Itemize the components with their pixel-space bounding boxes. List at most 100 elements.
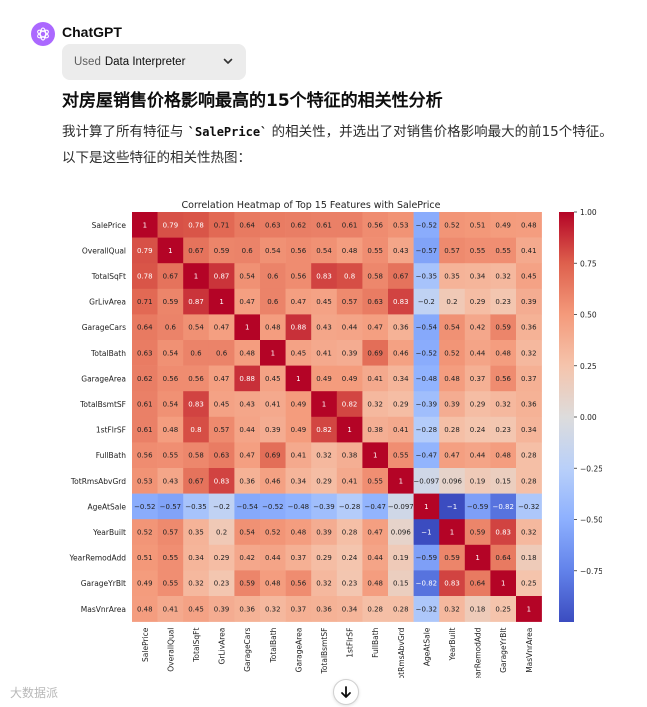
heatmap-cell [439, 570, 466, 597]
assistant-name: ChatGPT [62, 24, 122, 40]
heatmap-cell [336, 493, 363, 520]
heatmap-cell-label: 0.45 [214, 401, 230, 409]
heatmap-cell-label: 0.58 [367, 273, 383, 281]
heatmap-cell-label: 0.56 [495, 375, 511, 383]
heatmap-cell [183, 416, 210, 443]
heatmap-cell [285, 544, 312, 571]
heatmap-cell [183, 570, 210, 597]
heatmap-cell-label: 0.47 [239, 452, 255, 460]
heatmap-cell [336, 442, 363, 469]
heatmap-cell [311, 544, 338, 571]
heatmap-cell [464, 365, 491, 392]
heatmap-cell-label: 1 [271, 349, 275, 357]
heatmap-cell-label: 0.36 [521, 324, 537, 332]
heatmap-cell-label: 1 [501, 580, 505, 588]
heatmap-cell [260, 468, 286, 494]
heatmap-cell [260, 365, 286, 392]
heatmap-cell [413, 596, 440, 622]
heatmap-cell-label: 0.43 [163, 477, 179, 485]
heatmap-cell [132, 391, 158, 418]
heatmap-cell-label: 0.32 [367, 401, 383, 409]
colorbar-tick-label: −0.75 [580, 567, 602, 576]
paragraph-text-2: 的相关性，并选出了对销售价格影响最大的前15个特征。以下是这些特征的相关性热图： [62, 124, 613, 166]
heatmap-cell-label: 0.56 [291, 580, 307, 588]
heatmap-cell-label: 0.48 [265, 580, 281, 588]
heatmap-cell-label: 0.23 [214, 580, 230, 588]
heatmap-cell-label: 1 [450, 529, 454, 537]
heatmap-cell [183, 493, 210, 520]
heatmap-cell-label: 0.096 [391, 529, 412, 537]
heatmap-cell [439, 493, 466, 520]
heatmap-cell-label: 0.32 [316, 580, 332, 588]
heatmap-cell-label: 0.49 [137, 580, 153, 588]
heatmap-cell-label: 0.64 [137, 324, 153, 332]
colorbar [559, 212, 574, 622]
heatmap-cell-label: −0.57 [416, 247, 437, 255]
heatmap-cell-label: 0.63 [367, 298, 383, 306]
x-tick-label: YearBuilt [448, 628, 457, 662]
heatmap-cell [208, 570, 235, 597]
heatmap-cell-label: 0.82 [316, 426, 332, 434]
heatmap-cell [311, 263, 338, 290]
heatmap-cell-label: 0.45 [316, 298, 332, 306]
heatmap-cell [490, 365, 517, 392]
heatmap-cell [413, 263, 440, 290]
heatmap-cell-label: 0.53 [137, 477, 153, 485]
scroll-down-button[interactable] [333, 679, 359, 705]
heatmap-cell [516, 493, 542, 520]
heatmap-cell-label: 0.23 [495, 298, 511, 306]
y-tick-label: SalePrice [92, 221, 127, 230]
heatmap-cell [388, 570, 414, 597]
heatmap-cell-label: 0.63 [265, 221, 281, 229]
heatmap-cell [490, 416, 517, 443]
heatmap-cell-label: 0.23 [342, 580, 358, 588]
heatmap-cell [234, 442, 261, 469]
heatmap-cell-label: 0.47 [444, 452, 460, 460]
heatmap-cell-label: 0.88 [239, 375, 255, 383]
heatmap-cell-label: −0.28 [416, 426, 437, 434]
heatmap-cell-label: 0.44 [265, 554, 281, 562]
heatmap-cell-label: 0.38 [367, 426, 383, 434]
heatmap-cell [490, 468, 517, 494]
tool-usage-toggle[interactable]: Used Data Interpreter [62, 44, 246, 80]
y-tick-label: GarageArea [81, 374, 126, 383]
heatmap-cell-label: 0.41 [367, 375, 383, 383]
heatmap-cell-label: 0.56 [291, 247, 307, 255]
heatmap-cell [157, 570, 184, 597]
heatmap-cell-label: 0.28 [342, 529, 358, 537]
heatmap-cell-label: −0.52 [416, 221, 437, 229]
x-tick-label: GarageCars [243, 628, 252, 672]
heatmap-cell [388, 596, 414, 622]
heatmap-cell [464, 391, 491, 418]
heatmap-cell-label: 0.61 [137, 426, 153, 434]
heatmap-cell [516, 391, 542, 418]
x-tick-label: FullBath [371, 627, 380, 658]
heatmap-cell-label: −0.82 [492, 503, 513, 511]
heatmap-cell [260, 314, 286, 341]
heatmap-cell-label: 0.71 [214, 221, 230, 229]
heatmap-cell [464, 596, 491, 622]
heatmap-cell [234, 212, 261, 238]
heatmap-cell-label: 0.32 [188, 580, 204, 588]
heatmap-cell-label: 0.8 [190, 426, 201, 434]
heatmap-cell-label: 0.6 [267, 298, 279, 306]
heatmap-cell-label: 0.87 [214, 273, 230, 281]
colorbar-tick-label: −0.25 [580, 464, 602, 473]
heatmap-cell [516, 288, 542, 315]
heatmap-cell [234, 416, 261, 443]
heatmap-cell-label: 0.19 [470, 477, 486, 485]
heatmap-cell-label: 0.29 [316, 554, 332, 562]
watermark: 大数据派 [10, 686, 59, 700]
heatmap-cell [336, 468, 363, 494]
heatmap-cell [285, 596, 312, 622]
x-tick-label: GarageYrBlt [499, 628, 508, 673]
heatmap-cell-label: 0.87 [188, 298, 204, 306]
heatmap-cell-label: 0.32 [495, 273, 511, 281]
heatmap-cell [157, 391, 184, 418]
heatmap-cell-label: 0.37 [470, 375, 486, 383]
heatmap-cell [157, 596, 184, 622]
heatmap-cell-label: 0.64 [495, 554, 511, 562]
heatmap-cell-label: 0.6 [242, 247, 254, 255]
heatmap-cell-label: 0.58 [188, 452, 204, 460]
heatmap-cell-label: 0.59 [444, 554, 460, 562]
